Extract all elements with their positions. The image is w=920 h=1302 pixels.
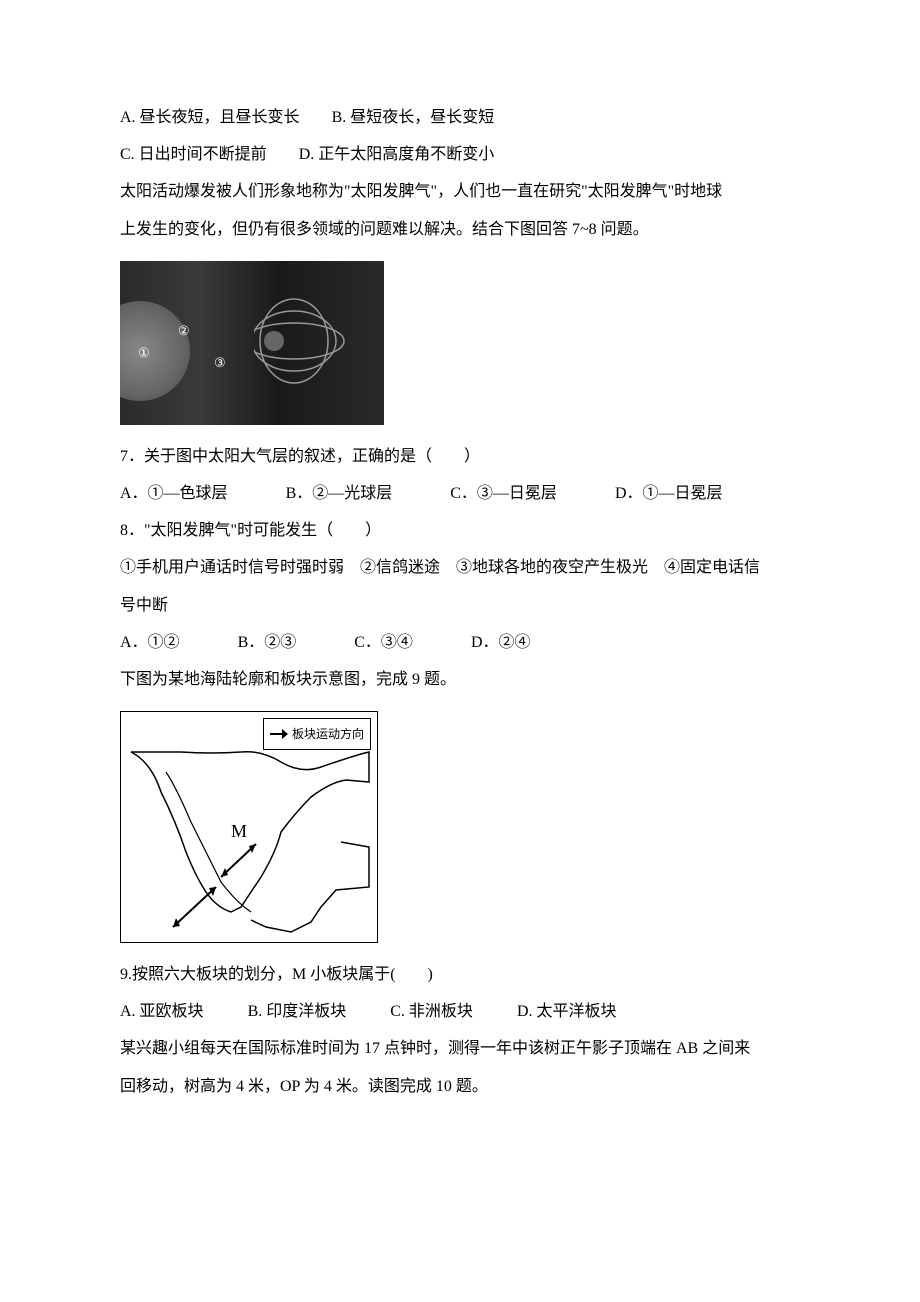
plate-map-image: 板块运动方向 M — [120, 711, 378, 943]
sun-label-2: ② — [178, 317, 190, 346]
q7-option-b: B．②—光球层 — [286, 476, 393, 511]
q9-options: A. 亚欧板块 B. 印度洋板块 C. 非洲板块 D. 太平洋板块 — [120, 994, 800, 1029]
q8-option-c: C．③④ — [354, 625, 413, 660]
passage-7-8-line2: 上发生的变化，但仍有很多领域的问题难以解决。结合下图回答 7~8 问题。 — [120, 212, 800, 247]
q7-option-d: D．①—日冕层 — [615, 476, 723, 511]
q8-options: A．①② B．②③ C．③④ D．②④ — [120, 625, 800, 660]
map-legend-text: 板块运动方向 — [292, 721, 364, 747]
passage-7-8-line1: 太阳活动爆发被人们形象地称为"太阳发脾气"，人们也一直在研究"太阳发脾气"时地球 — [120, 174, 800, 209]
q-prev-options-row2: C. 日出时间不断提前 D. 正午太阳高度角不断变小 — [120, 137, 800, 172]
q7-options: A．①—色球层 B．②—光球层 C．③—日冕层 D．①—日冕层 — [120, 476, 800, 511]
q9-option-d: D. 太平洋板块 — [517, 994, 617, 1029]
q7-stem: 7．关于图中太阳大气层的叙述，正确的是（ ） — [120, 439, 800, 474]
q8-option-a: A．①② — [120, 625, 180, 660]
q9-option-c: C. 非洲板块 — [390, 994, 473, 1029]
q9-stem: 9.按照六大板块的划分，M 小板块属于( ) — [120, 957, 800, 992]
q9-option-b: B. 印度洋板块 — [248, 994, 347, 1029]
q7-option-c: C．③—日冕层 — [450, 476, 557, 511]
arrow-icon — [270, 730, 288, 738]
map-m-label: M — [231, 812, 247, 852]
q8-option-d: D．②④ — [471, 625, 531, 660]
q-prev-options-row1: A. 昼长夜短，且昼长变长 B. 昼短夜长，昼长变短 — [120, 100, 800, 135]
q8-option-b: B．②③ — [238, 625, 297, 660]
sun-label-3: ③ — [214, 349, 226, 378]
sun-disk-icon — [120, 301, 190, 401]
sun-label-1: ① — [138, 339, 150, 368]
q-prev-option-d: D. 正午太阳高度角不断变小 — [299, 137, 495, 172]
q8-stem: 8．"太阳发脾气"时可能发生（ ） — [120, 513, 800, 548]
map-legend: 板块运动方向 — [263, 718, 371, 750]
passage-10-line2: 回移动，树高为 4 米，OP 为 4 米。读图完成 10 题。 — [120, 1069, 800, 1104]
passage-9: 下图为某地海陆轮廓和板块示意图，完成 9 题。 — [120, 662, 800, 697]
sun-atmosphere-image: ① ② ③ — [120, 261, 384, 425]
q9-option-a: A. 亚欧板块 — [120, 994, 204, 1029]
passage-10-line1: 某兴趣小组每天在国际标准时间为 17 点钟时，测得一年中该树正午影子顶端在 AB… — [120, 1031, 800, 1066]
q8-items-line1: ①手机用户通话时信号时强时弱 ②信鸽迷途 ③地球各地的夜空产生极光 ④固定电话信 — [120, 550, 800, 585]
q7-option-a: A．①—色球层 — [120, 476, 228, 511]
q-prev-option-b: B. 昼短夜长，昼长变短 — [332, 100, 495, 135]
magnetic-field-icon — [254, 291, 364, 391]
q-prev-option-c: C. 日出时间不断提前 — [120, 137, 267, 172]
q-prev-option-a: A. 昼长夜短，且昼长变长 — [120, 100, 300, 135]
q8-items-line2: 号中断 — [120, 588, 800, 623]
